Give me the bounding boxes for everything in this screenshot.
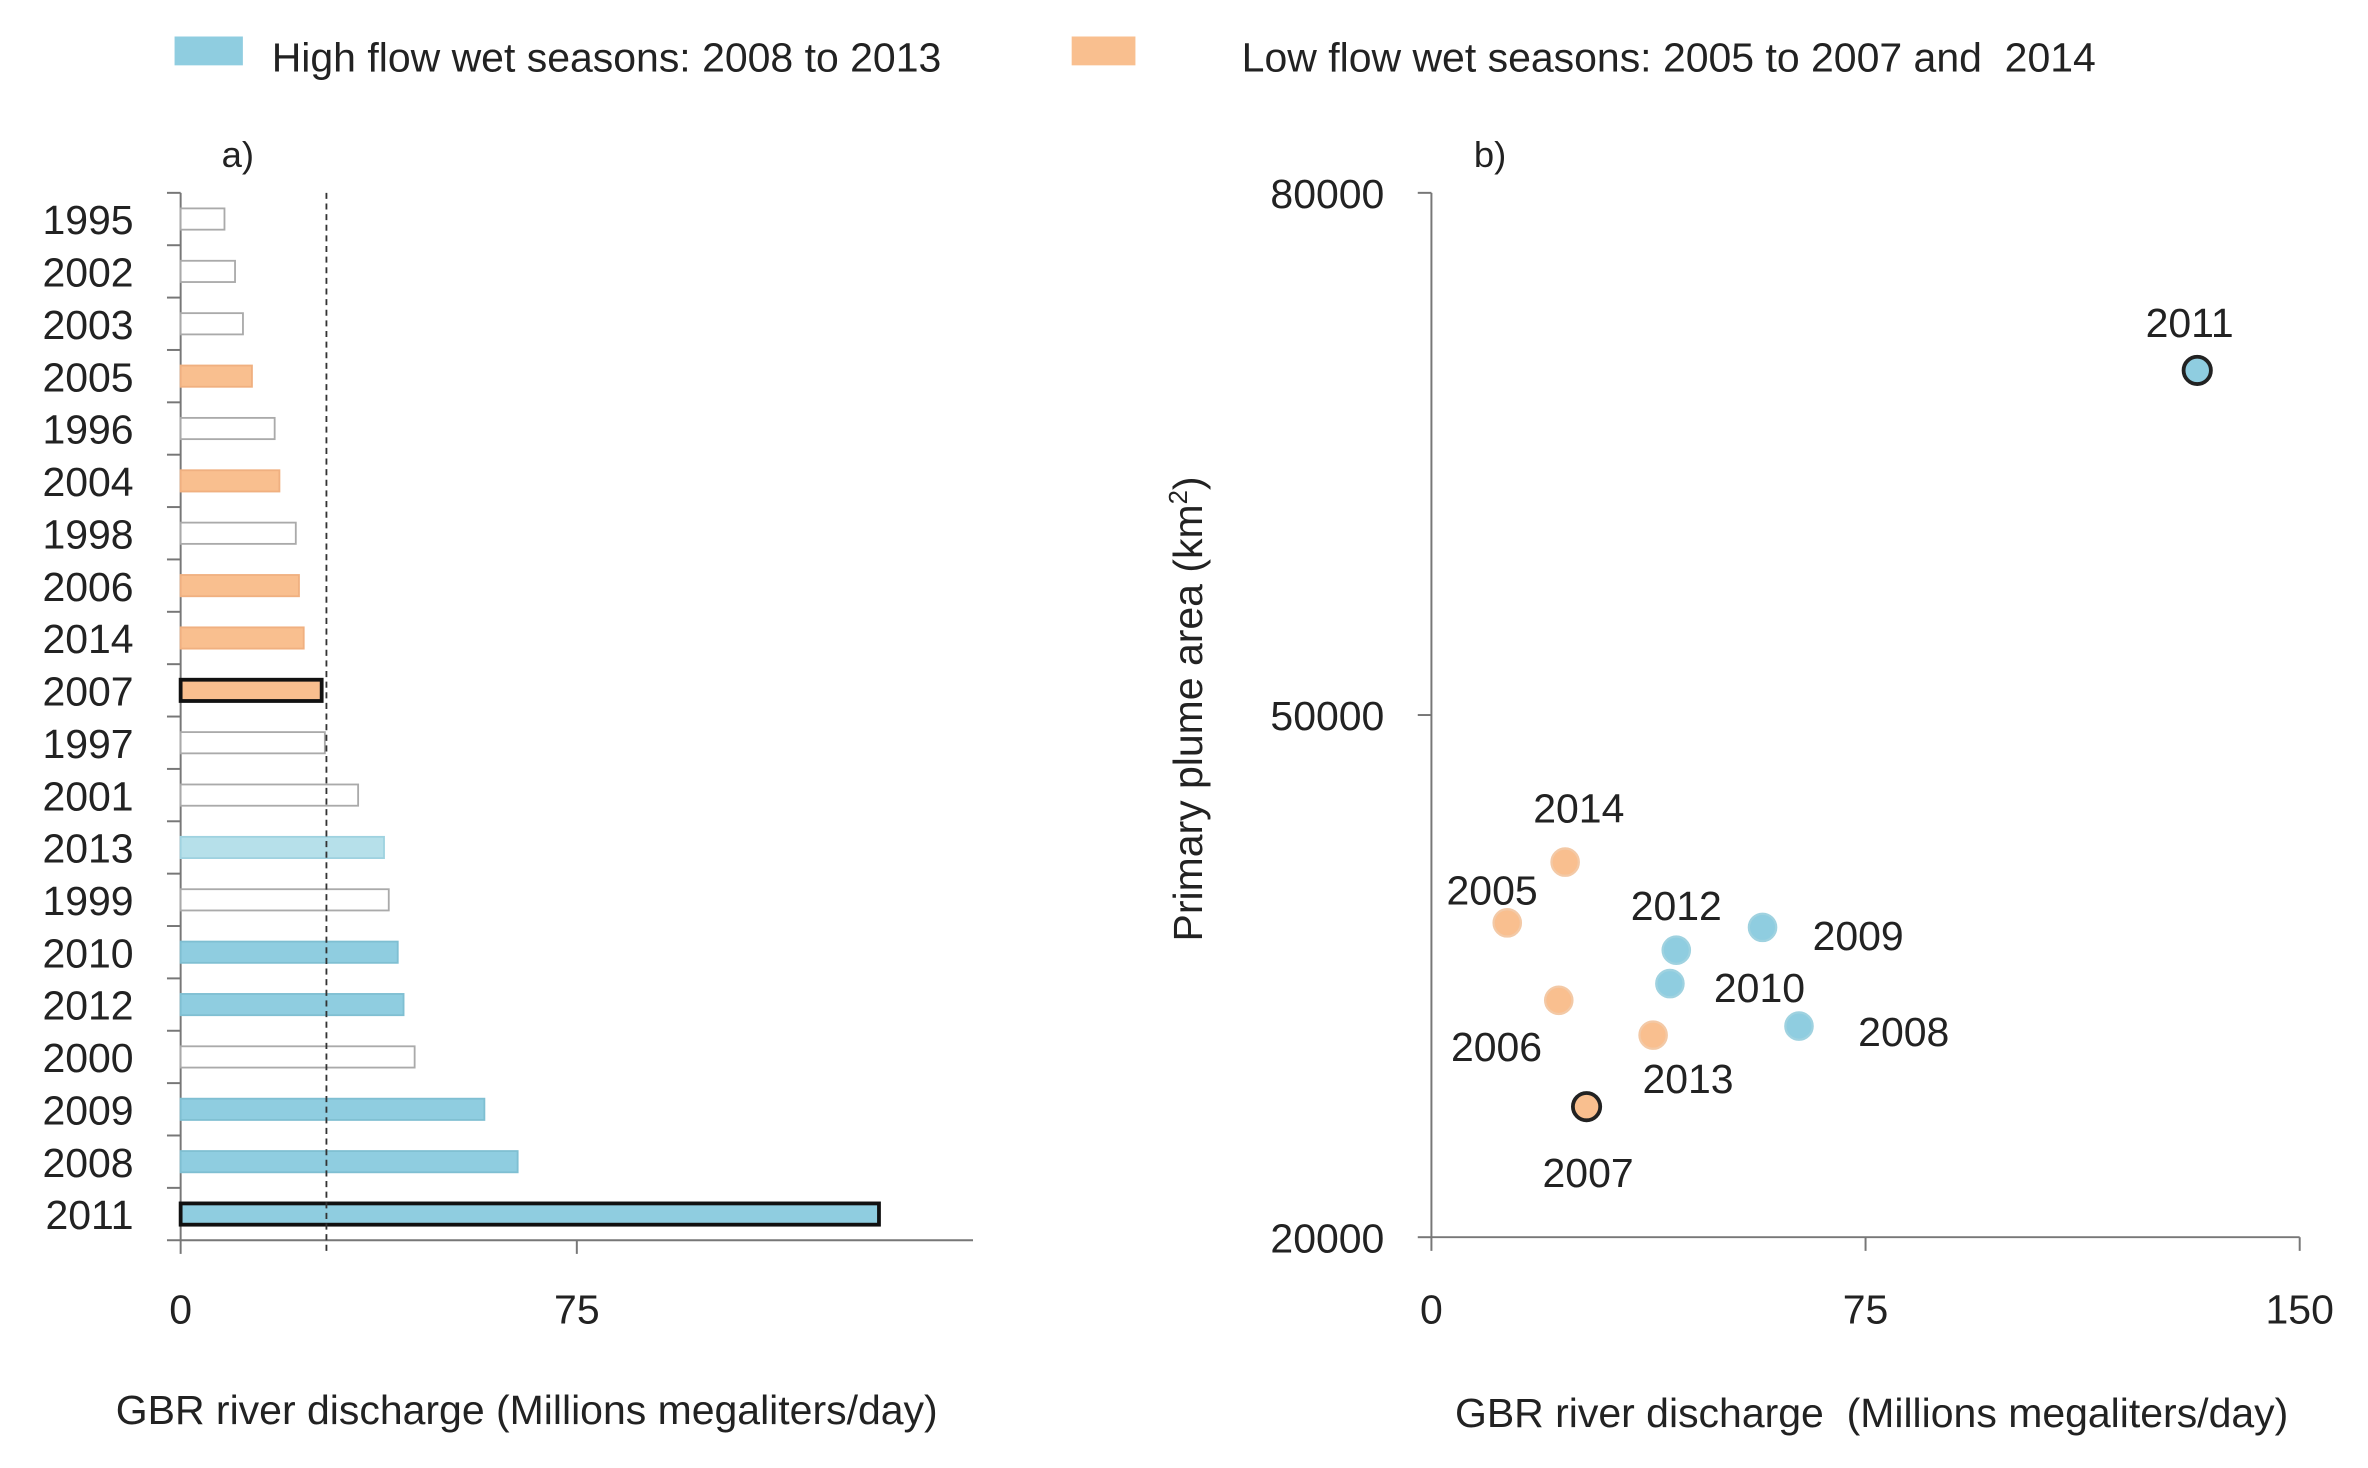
- bar-chart-x-axis-label: GBR river discharge (Millions megaliters…: [116, 1387, 938, 1433]
- bar-2008: [179, 1150, 519, 1174]
- bar-2011: [178, 1201, 881, 1227]
- bar-2002: [179, 259, 236, 283]
- bar-2012: [179, 993, 405, 1017]
- bar-chart-category-label: 2013: [42, 826, 133, 872]
- bar-chart-category-label: 2014: [42, 616, 133, 662]
- bar-chart-category-label: 2009: [42, 1087, 133, 1133]
- scatter-point-label: 2013: [1642, 1056, 1733, 1102]
- legend-swatch-low-flow: [1071, 36, 1136, 66]
- bar-2005: [179, 364, 253, 388]
- scatter-point-2007: [1570, 1091, 1603, 1123]
- bar-chart-panel: a) GBR river discharge (Millions megalit…: [42, 134, 974, 1433]
- bar-chart-category-label: 2005: [42, 354, 133, 400]
- bar-chart-category-label: 1998: [42, 511, 133, 557]
- scatter-point-label: 2010: [1714, 965, 1805, 1011]
- bar-chart-x-tick-label: 0: [169, 1287, 192, 1333]
- scatter-x-tick-label: 0: [1420, 1287, 1443, 1333]
- scatter-point-2014: [1550, 847, 1580, 877]
- bar-chart-category-label: 2007: [42, 669, 133, 715]
- bar-chart-category-label: 1996: [42, 407, 133, 453]
- scatter-point-label: 2009: [1813, 913, 1904, 959]
- scatter-point-label: 2011: [2146, 300, 2234, 346]
- bar-chart-category-label: 2006: [42, 564, 133, 610]
- bar-chart-category-label: 1999: [42, 878, 133, 924]
- scatter-point-2010: [1655, 968, 1685, 999]
- legend-swatch-high-flow: [174, 36, 243, 66]
- bar-chart-category-label: 2004: [42, 459, 133, 505]
- bar-2013: [179, 835, 385, 860]
- bar-chart-category-label: 2002: [42, 250, 133, 296]
- scatter-point-2005: [1492, 908, 1523, 938]
- bar-1998: [179, 521, 297, 545]
- bar-chart-category-label: 2003: [42, 302, 133, 348]
- scatter-y-tick-label: 80000: [1270, 171, 1384, 217]
- scatter-y-axis-label-main: Primary plume area (km: [1165, 504, 1211, 941]
- scatter-y-axis-label-end: ): [1165, 476, 1211, 490]
- bar-2009: [179, 1097, 486, 1121]
- bar-2003: [179, 312, 244, 336]
- bar-chart-category-label: 1997: [42, 721, 133, 767]
- panel-label-b: b): [1474, 134, 1506, 175]
- scatter-chart-panel: b) GBR river discharge (Millions megalit…: [1165, 134, 2334, 1436]
- bar-chart-category-label: 2010: [42, 930, 133, 976]
- bar-1995: [179, 207, 226, 231]
- scatter-y-tick-label: 50000: [1270, 693, 1384, 739]
- scatter-point-label: 2007: [1543, 1150, 1634, 1196]
- scatter-y-axis-label: Primary plume area (km2): [1165, 476, 1211, 941]
- bar-1996: [179, 416, 276, 441]
- bar-1997: [179, 731, 326, 755]
- scatter-point-2008: [1784, 1011, 1814, 1041]
- scatter-point-2012: [1661, 935, 1692, 965]
- bar-chart-category-label: 1995: [42, 197, 133, 243]
- scatter-y-axis-label-sup: 2: [1165, 490, 1193, 504]
- scatter-x-tick-label: 150: [2266, 1287, 2334, 1333]
- scatter-point-label: 2008: [1858, 1009, 1949, 1055]
- bar-2004: [179, 469, 281, 493]
- scatter-point-2009: [1747, 912, 1778, 943]
- scatter-point-2006: [1543, 985, 1574, 1016]
- bar-2007: [178, 677, 324, 703]
- bar-chart-category-label: 2011: [45, 1192, 133, 1238]
- scatter-x-axis-label: GBR river discharge (Millions megaliters…: [1455, 1390, 2288, 1436]
- legend: High flow wet seasons: 2008 to 2013 Low …: [174, 34, 2096, 80]
- bar-2001: [179, 783, 360, 807]
- scatter-y-tick-label: 20000: [1270, 1215, 1384, 1261]
- bar-2000: [179, 1045, 416, 1069]
- bar-chart-category-label: 2000: [42, 1035, 133, 1081]
- legend-label-high-flow: High flow wet seasons: 2008 to 2013: [272, 34, 942, 80]
- bar-2010: [179, 940, 399, 964]
- panel-label-a: a): [222, 134, 254, 175]
- bar-2006: [179, 574, 300, 598]
- scatter-x-tick-label: 75: [1843, 1287, 1889, 1333]
- scatter-point-2013: [1638, 1020, 1668, 1050]
- bar-chart-x-tick-label: 75: [554, 1287, 600, 1333]
- bar-1999: [179, 888, 390, 912]
- bar-2014: [179, 626, 305, 650]
- scatter-point-label: 2005: [1447, 868, 1538, 914]
- scatter-point-2011: [2181, 354, 2213, 386]
- scatter-point-label: 2012: [1631, 883, 1722, 929]
- legend-label-low-flow: Low flow wet seasons: 2005 to 2007 and 2…: [1242, 34, 2096, 80]
- bar-chart-category-label: 2012: [42, 983, 133, 1029]
- bar-chart-category-label: 2008: [42, 1140, 133, 1186]
- bar-chart-category-label: 2001: [42, 773, 133, 819]
- scatter-point-label: 2014: [1533, 786, 1624, 832]
- scatter-point-label: 2006: [1451, 1024, 1542, 1070]
